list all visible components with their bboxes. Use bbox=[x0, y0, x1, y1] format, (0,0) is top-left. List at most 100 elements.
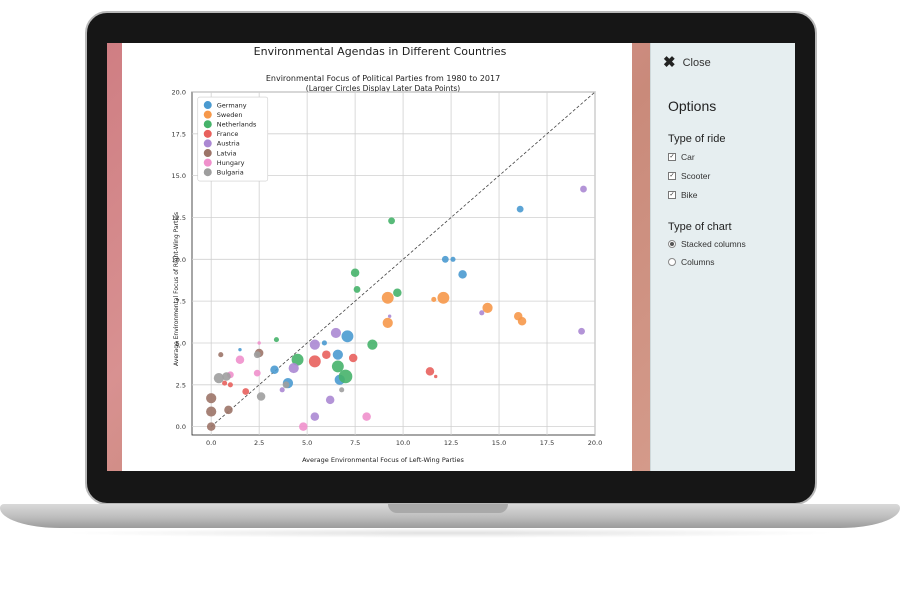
checkbox-bike[interactable]: ✓ bbox=[668, 191, 676, 199]
ride-option-scooter[interactable]: ✓ Scooter bbox=[668, 171, 710, 181]
data-point bbox=[253, 351, 261, 359]
option-label: Columns bbox=[681, 257, 715, 267]
chart-option-columns[interactable]: Columns bbox=[668, 257, 715, 267]
data-point bbox=[282, 381, 290, 389]
data-point bbox=[288, 362, 299, 374]
data-point bbox=[218, 352, 224, 358]
data-point bbox=[299, 422, 308, 431]
data-point bbox=[273, 337, 279, 343]
data-point bbox=[578, 327, 585, 335]
legend-label: Hungary bbox=[217, 159, 245, 167]
y-tick-label: 10.0 bbox=[172, 256, 186, 264]
data-point bbox=[224, 405, 233, 415]
data-point bbox=[580, 185, 587, 193]
data-point bbox=[238, 347, 242, 352]
chart-subtitle: Environmental Focus of Political Parties… bbox=[266, 74, 500, 83]
chart-points bbox=[206, 185, 587, 431]
legend-label: Austria bbox=[217, 140, 240, 148]
chart-type-label: Type of chart bbox=[668, 221, 732, 233]
legend-box bbox=[197, 96, 269, 182]
data-point bbox=[431, 296, 437, 303]
data-point bbox=[310, 412, 320, 421]
data-point bbox=[206, 393, 217, 404]
x-tick-label: 0.0 bbox=[206, 439, 216, 447]
chart-option-stacked-columns[interactable]: Stacked columns bbox=[668, 239, 746, 249]
y-tick-label: 5.0 bbox=[176, 339, 186, 347]
data-point bbox=[338, 369, 353, 384]
data-point bbox=[348, 353, 358, 363]
option-label: Bike bbox=[681, 190, 698, 200]
data-point bbox=[206, 406, 217, 417]
x-tick-label: 2.5 bbox=[254, 439, 264, 447]
data-point bbox=[279, 387, 285, 393]
data-point bbox=[222, 380, 228, 386]
data-point bbox=[253, 369, 261, 377]
radio-columns[interactable] bbox=[668, 258, 676, 266]
data-point bbox=[339, 387, 345, 393]
legend-label: Germany bbox=[217, 101, 247, 109]
data-point bbox=[341, 330, 354, 343]
radio-stacked-columns[interactable] bbox=[668, 240, 676, 248]
options-title: Options bbox=[668, 98, 717, 114]
data-point bbox=[353, 286, 361, 293]
data-point bbox=[206, 422, 216, 431]
data-point bbox=[367, 339, 378, 350]
data-point bbox=[434, 374, 438, 379]
data-point bbox=[235, 355, 245, 364]
x-axis-label: Average Environmental Focus of Left-Wing… bbox=[302, 456, 464, 464]
y-tick-label: 20.0 bbox=[172, 89, 186, 97]
close-button[interactable]: ✖ Close bbox=[663, 55, 711, 70]
data-point bbox=[437, 291, 450, 304]
legend-marker bbox=[203, 101, 212, 110]
legend-marker bbox=[203, 120, 212, 129]
chart-ticks: 0.0 2.5 5.0 7.5 10.0 12.5 15.0 17.5 20.0 0.0 2.5 5.… bbox=[172, 89, 603, 448]
data-point bbox=[227, 382, 233, 388]
y-axis-label: Average Environmental Focus of Right-Win… bbox=[173, 212, 180, 366]
legend-marker bbox=[203, 129, 212, 138]
checkbox-scooter[interactable]: ✓ bbox=[668, 172, 676, 180]
data-point bbox=[382, 317, 393, 328]
data-point bbox=[425, 367, 435, 376]
data-point bbox=[479, 310, 485, 316]
data-point bbox=[257, 341, 261, 345]
checkbox-car[interactable]: ✓ bbox=[668, 153, 676, 161]
legend-marker bbox=[203, 139, 212, 148]
x-tick-label: 7.5 bbox=[350, 439, 360, 447]
legend-marker bbox=[203, 168, 212, 177]
x-tick-label: 15.0 bbox=[492, 439, 506, 447]
data-point bbox=[325, 395, 335, 405]
data-point bbox=[291, 353, 304, 366]
data-point bbox=[393, 288, 402, 298]
legend-label: Latvia bbox=[217, 149, 237, 157]
data-point bbox=[330, 327, 342, 339]
data-point bbox=[308, 355, 321, 368]
data-point bbox=[322, 350, 331, 359]
data-point bbox=[256, 392, 266, 401]
data-point bbox=[482, 302, 493, 313]
chart-subtitle-note: (Larger Circles Display Later Data Point… bbox=[306, 84, 460, 93]
x-tick-label: 10.0 bbox=[396, 439, 410, 447]
y-tick-label: 7.5 bbox=[176, 298, 186, 306]
x-tick-label: 5.0 bbox=[302, 439, 312, 447]
data-point bbox=[331, 360, 344, 373]
close-label: Close bbox=[682, 56, 711, 69]
legend-label: Bulgaria bbox=[217, 169, 244, 177]
data-point bbox=[332, 349, 343, 360]
data-point bbox=[321, 340, 327, 346]
laptop-notch bbox=[388, 504, 508, 513]
ride-option-car[interactable]: ✓ Car bbox=[668, 152, 695, 162]
data-point bbox=[309, 339, 320, 350]
data-point bbox=[458, 270, 467, 279]
laptop-screen: Environmental Agendas in Different Count… bbox=[107, 43, 795, 471]
y-tick-label: 17.5 bbox=[172, 130, 186, 138]
chart-grid bbox=[191, 91, 596, 436]
legend-label: France bbox=[217, 130, 239, 138]
ride-option-bike[interactable]: ✓ Bike bbox=[668, 190, 698, 200]
data-point bbox=[517, 316, 527, 326]
data-point bbox=[516, 205, 524, 213]
y-tick-label: 2.5 bbox=[176, 381, 186, 389]
data-point bbox=[242, 388, 250, 395]
y-tick-label: 12.5 bbox=[172, 214, 186, 222]
data-point bbox=[388, 217, 395, 225]
data-point bbox=[441, 255, 449, 263]
